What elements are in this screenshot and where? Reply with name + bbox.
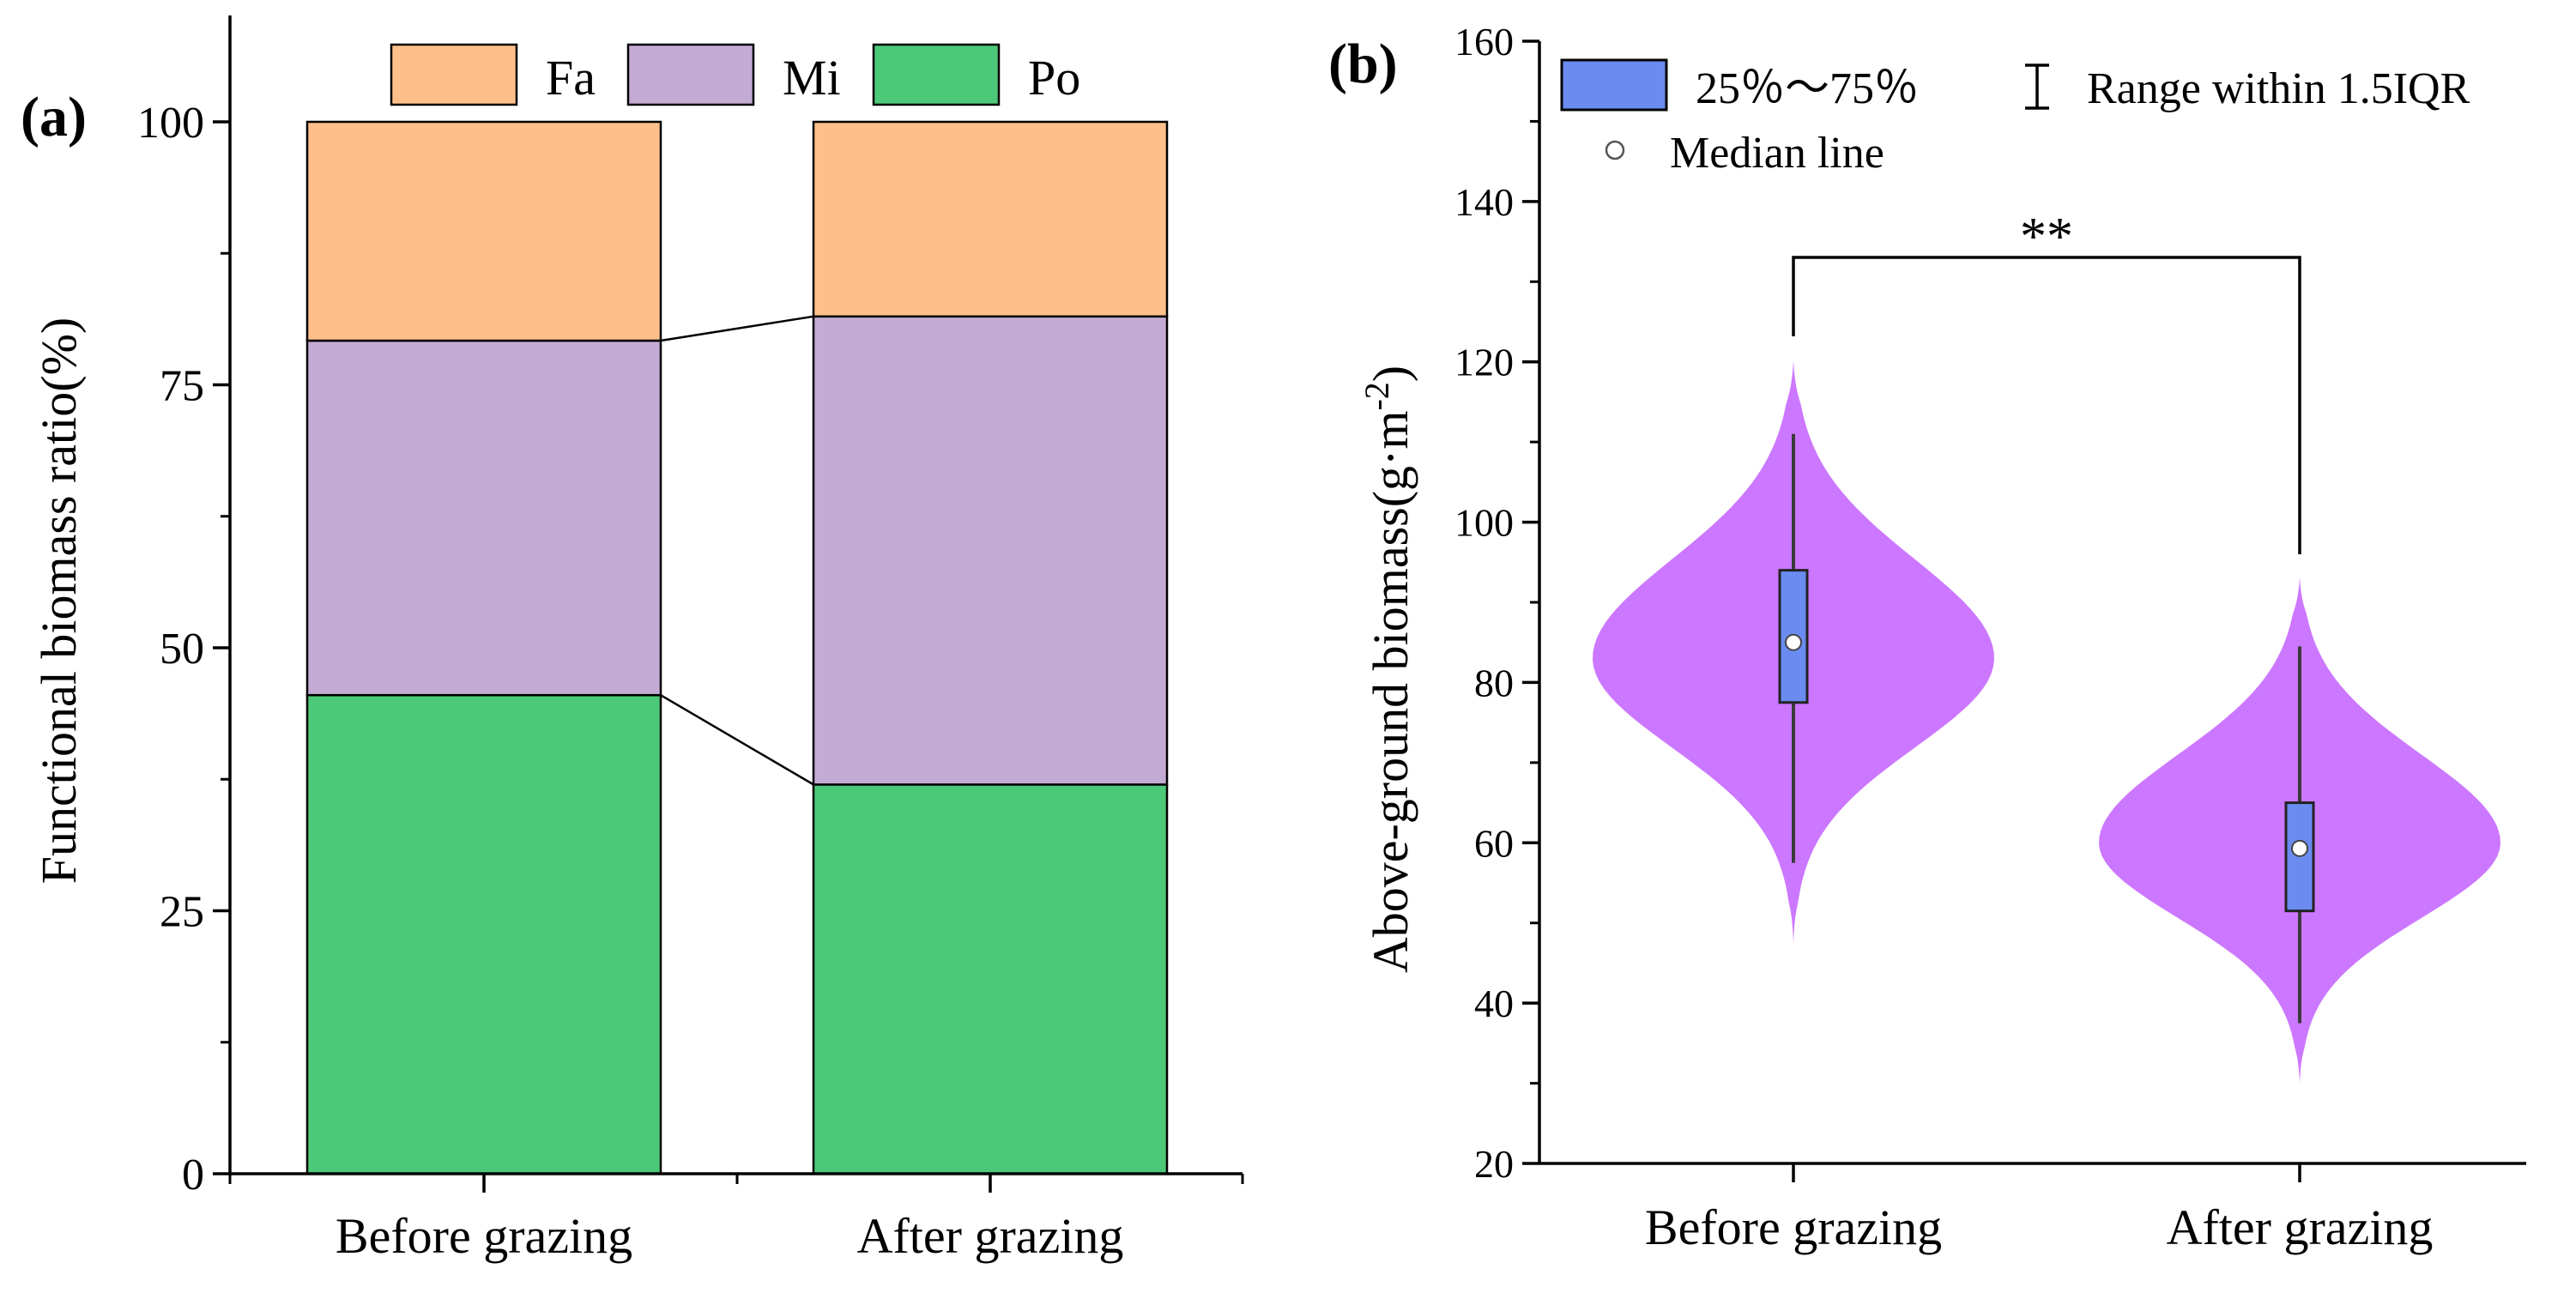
legend-label-fa: Fa [546,50,596,106]
y-tick-label: 40 [1474,982,1514,1025]
bar-segment-po-before [305,693,662,1175]
panel-b-label: (b) [1328,33,1398,95]
legend-label-mi: Mi [783,50,841,106]
legend-box-swatch [1560,58,1668,112]
panel-b-significance-bracket: ** [1792,208,2301,554]
y-tick-label: 160 [1454,20,1514,63]
bar-segment-fa-before [305,120,662,342]
bar-segment-po-after [812,783,1169,1175]
panel-b-y-ticks: 20 40 60 80 100 120 140 160 [1454,20,1539,1186]
connector-line [660,315,814,342]
bar-segment-mi-before [305,339,662,697]
panel-a-stacked-bar-chart: (a) 0 25 50 75 100 Before grazing After grazi… [21,15,1244,1264]
y-tick-label: 100 [137,99,204,148]
median-marker [2291,839,2308,857]
legend-median-marker [1605,140,1625,160]
y-tick-label: 80 [1474,661,1514,704]
panel-a-bars [305,120,1169,1175]
y-tick-label: 20 [1474,1142,1514,1186]
y-tick-label: 75 [160,362,204,411]
panel-b-violin-chart: (b) 20 40 60 80 100 120 140 160 Before grazing A… [1328,20,2526,1255]
legend-swatch-po [872,43,1001,106]
panel-b-y-axis-label-superscript: -2 [1358,382,1396,410]
bar-segment-mi-after [812,315,1169,786]
panel-a-x-ticks: Before grazing After grazing [228,1174,1244,1264]
panel-b-violins [1593,361,2500,1084]
panel-b-legend: 25％～75％ Range within 1.5IQR Median line [1560,58,2470,178]
significance-label: ** [2020,208,2073,266]
legend-swatch-fa [390,43,518,106]
legend-box-label: 25％～75％ [1696,64,1919,113]
y-tick-label: 140 [1454,180,1514,224]
panel-b-y-axis-label-main: Above-ground biomass(g·m [1363,411,1418,974]
panel-a-connector-lines [660,315,814,786]
x-tick-label: After grazing [2167,1199,2434,1255]
legend-median-label: Median line [1670,129,1884,178]
y-tick-label: 50 [160,625,204,674]
panel-b-y-axis-label: Above-ground biomass(g·m-2) [1358,366,1418,973]
median-marker [1785,633,1802,651]
legend-swatch-mi [626,43,755,106]
legend-range-icon [2025,63,2049,110]
panel-a-y-axis-label: Functional biomass ratio(%) [31,317,87,884]
y-tick-label: 60 [1474,821,1514,865]
panel-a-legend: Fa Mi Po [390,43,1080,106]
legend-label-po: Po [1028,50,1080,106]
y-tick-label: 100 [1454,501,1514,545]
y-tick-label: 0 [182,1151,204,1199]
panel-a-label: (a) [21,86,87,148]
panel-b-x-ticks: Before grazing After grazing [1645,1163,2434,1255]
x-tick-label: After grazing [857,1208,1124,1264]
legend-range-label: Range within 1.5IQR [2087,64,2470,113]
connector-line [660,694,814,786]
y-tick-label: 120 [1454,341,1514,384]
significance-bracket-line [1792,256,2301,554]
x-tick-label: Before grazing [1645,1199,1942,1255]
panel-b-y-axis-label-close: ) [1363,366,1418,382]
x-tick-label: Before grazing [336,1208,632,1264]
y-tick-label: 25 [160,888,204,937]
panel-a-y-ticks: 0 25 50 75 100 [137,99,230,1199]
bar-segment-fa-after [812,120,1169,318]
